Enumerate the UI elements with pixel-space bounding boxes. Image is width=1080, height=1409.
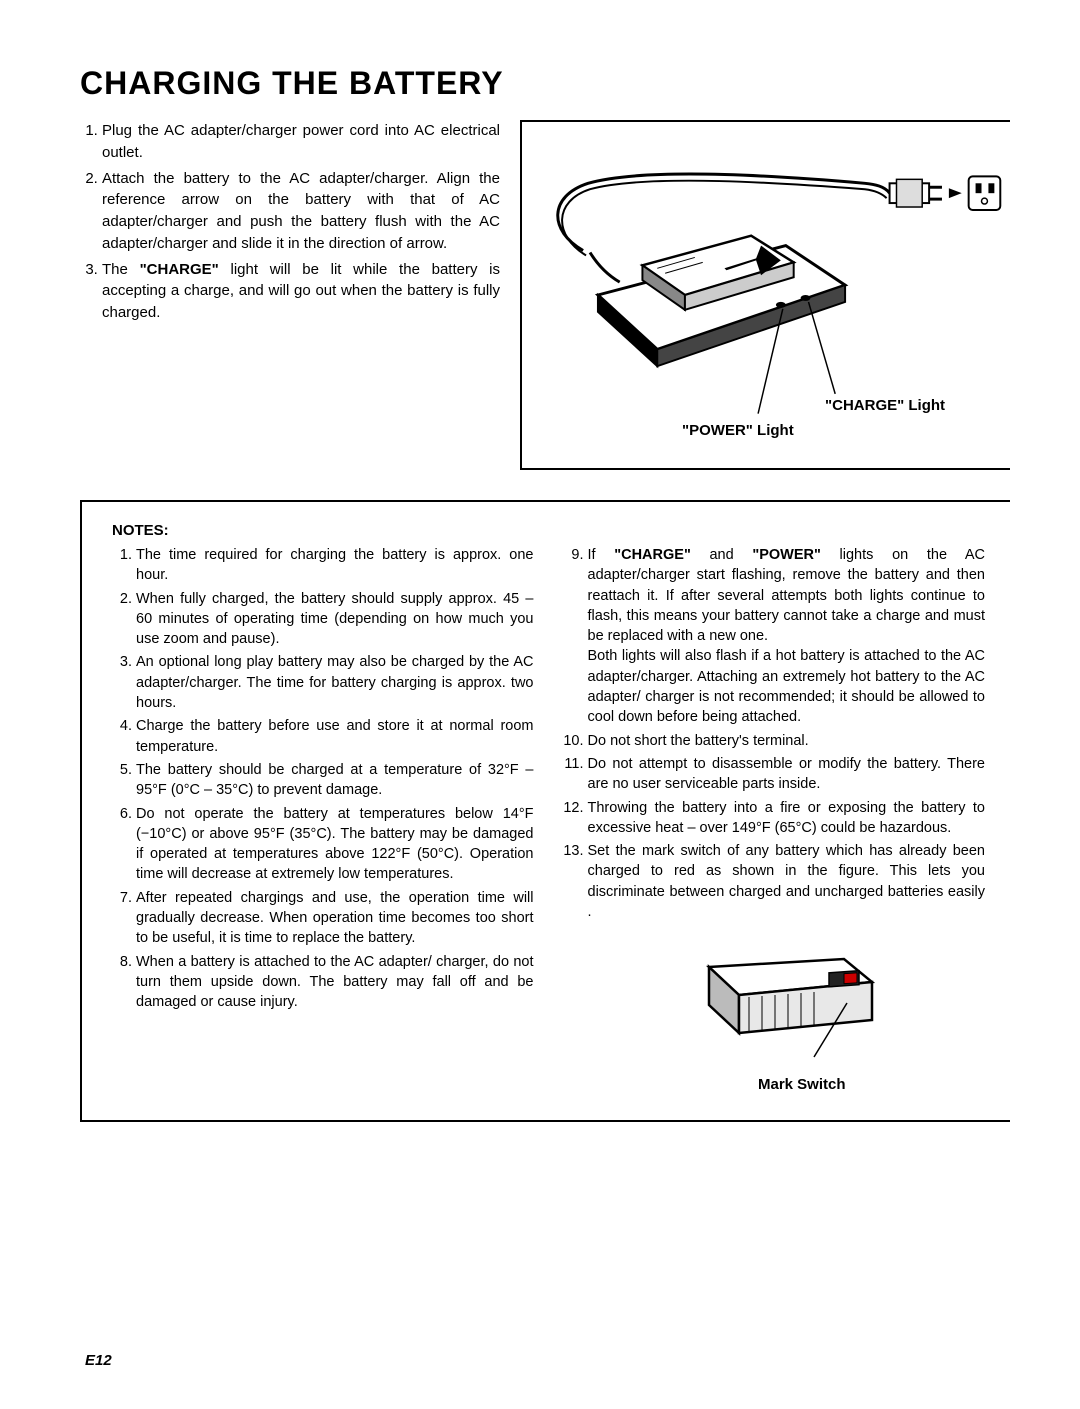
charge-light-label: "CHARGE" Light — [825, 397, 945, 414]
note-item: When a battery is attached to the AC ada… — [136, 952, 534, 1013]
note-item: The time required for charging the batte… — [136, 545, 534, 586]
notes-heading: NOTES: — [112, 522, 985, 539]
charger-diagram-svg — [522, 122, 1010, 468]
mark-switch-label: Mark Switch — [758, 1074, 846, 1095]
note-item: If "CHARGE" and "POWER" lights on the AC… — [588, 545, 986, 728]
note-item: Do not operate the battery at temperatur… — [136, 804, 534, 885]
note-item: Do not short the battery's terminal. — [588, 731, 986, 751]
instruction-item: Attach the battery to the AC adapter/cha… — [102, 168, 500, 255]
note-item: Charge the battery before use and store … — [136, 716, 534, 757]
notes-box: NOTES: The time required for charging th… — [80, 500, 1010, 1122]
page-title: CHARGING THE BATTERY — [80, 65, 1010, 102]
battery-svg — [654, 947, 894, 1067]
mark-switch-figure: Mark Switch — [564, 947, 986, 1095]
instruction-item: Plug the AC adapter/charger power cord i… — [102, 120, 500, 164]
note-item: The battery should be charged at a tempe… — [136, 760, 534, 801]
note-item: Do not attempt to disassemble or modify … — [588, 754, 986, 795]
instructions-list: Plug the AC adapter/charger power cord i… — [80, 120, 500, 470]
charger-figure: "CHARGE" Light "POWER" Light — [520, 120, 1010, 470]
note-item: Set the mark switch of any battery which… — [588, 841, 986, 922]
note-item: When fully charged, the battery should s… — [136, 589, 534, 650]
top-section: Plug the AC adapter/charger power cord i… — [80, 120, 1010, 470]
notes-left-column: The time required for charging the batte… — [112, 545, 534, 1095]
note-item: An optional long play battery may also b… — [136, 652, 534, 713]
notes-right-column: If "CHARGE" and "POWER" lights on the AC… — [564, 545, 986, 1095]
instruction-item: The "CHARGE" light will be lit while the… — [102, 259, 500, 324]
note-item: After repeated chargings and use, the op… — [136, 888, 534, 949]
power-light-label: "POWER" Light — [682, 422, 794, 439]
note-item: Throwing the battery into a fire or expo… — [588, 798, 986, 839]
page-number: E12 — [85, 1352, 112, 1369]
